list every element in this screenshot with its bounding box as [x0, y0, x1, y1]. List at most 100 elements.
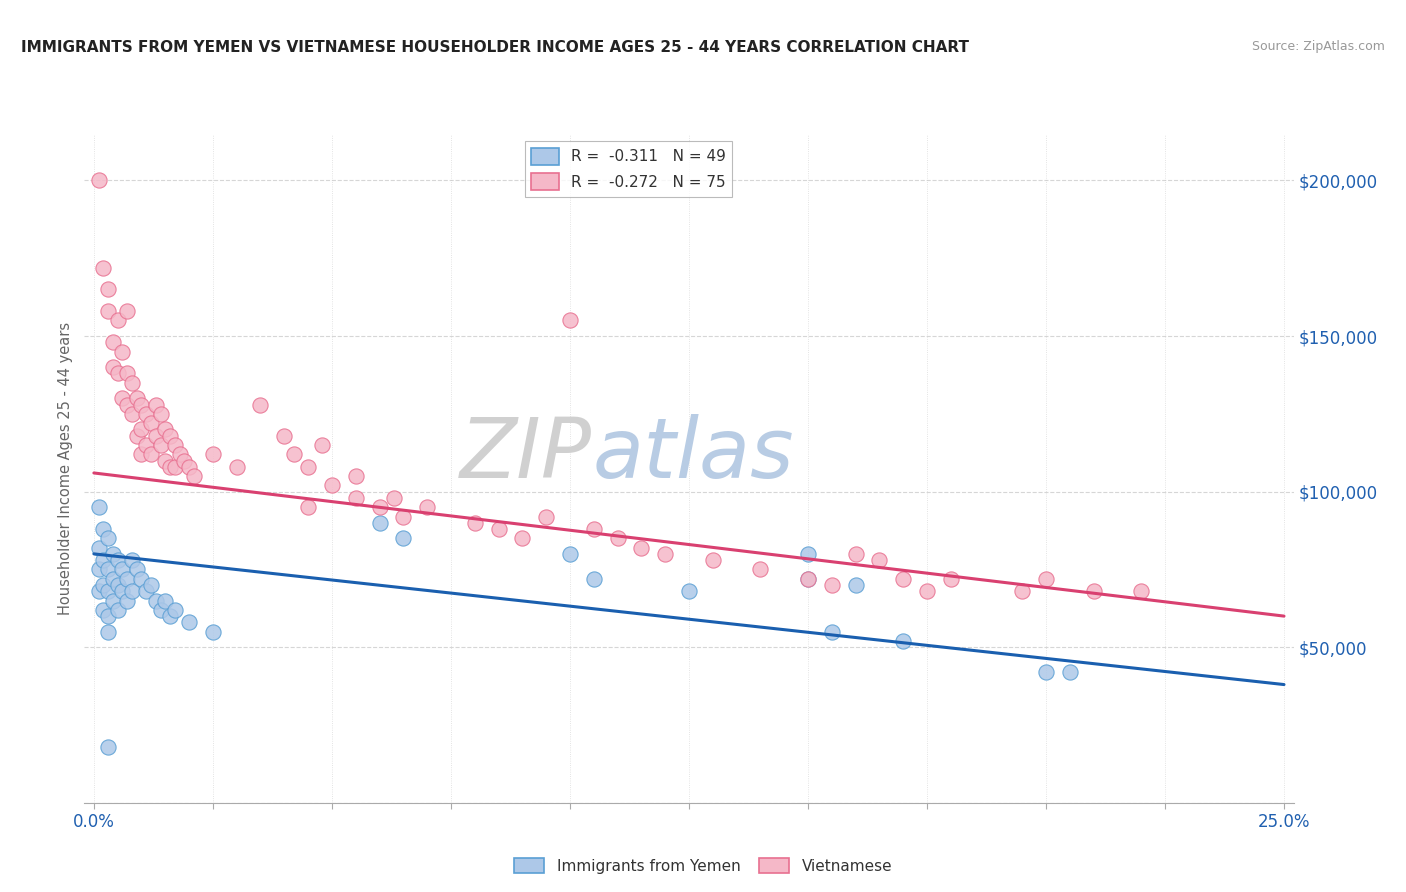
- Point: [135, 438, 157, 452]
- Point: [558, 313, 581, 327]
- Point: [891, 634, 914, 648]
- Point: [97, 282, 120, 296]
- Point: [125, 562, 148, 576]
- Point: [368, 500, 391, 515]
- Point: [131, 447, 153, 461]
- Point: [606, 531, 628, 545]
- Point: [87, 173, 110, 187]
- Point: [382, 491, 405, 505]
- Point: [97, 304, 120, 318]
- Point: [159, 609, 181, 624]
- Point: [368, 516, 391, 530]
- Point: [149, 603, 172, 617]
- Point: [1059, 665, 1081, 679]
- Point: [93, 260, 115, 275]
- Point: [97, 739, 120, 754]
- Point: [797, 547, 820, 561]
- Point: [139, 578, 162, 592]
- Point: [1011, 584, 1033, 599]
- Point: [344, 469, 367, 483]
- Point: [201, 447, 224, 461]
- Point: [392, 509, 415, 524]
- Text: ZIP: ZIP: [460, 415, 592, 495]
- Point: [93, 522, 115, 536]
- Text: Source: ZipAtlas.com: Source: ZipAtlas.com: [1251, 40, 1385, 54]
- Point: [821, 578, 844, 592]
- Point: [135, 584, 157, 599]
- Point: [416, 500, 439, 515]
- Point: [939, 572, 962, 586]
- Point: [1083, 584, 1105, 599]
- Point: [111, 392, 134, 406]
- Point: [283, 447, 305, 461]
- Point: [107, 313, 129, 327]
- Point: [101, 593, 124, 607]
- Point: [87, 541, 110, 555]
- Point: [297, 459, 319, 474]
- Point: [97, 562, 120, 576]
- Point: [87, 562, 110, 576]
- Point: [97, 609, 120, 624]
- Text: atlas: atlas: [592, 415, 794, 495]
- Point: [115, 572, 138, 586]
- Point: [101, 572, 124, 586]
- Point: [149, 407, 172, 421]
- Point: [1035, 665, 1057, 679]
- Point: [155, 453, 177, 467]
- Point: [630, 541, 652, 555]
- Point: [1130, 584, 1153, 599]
- Point: [464, 516, 486, 530]
- Point: [121, 376, 143, 390]
- Point: [131, 422, 153, 436]
- Point: [145, 397, 167, 411]
- Point: [121, 584, 143, 599]
- Point: [159, 459, 181, 474]
- Point: [177, 459, 200, 474]
- Point: [93, 603, 115, 617]
- Point: [582, 522, 605, 536]
- Text: IMMIGRANTS FROM YEMEN VS VIETNAMESE HOUSEHOLDER INCOME AGES 25 - 44 YEARS CORREL: IMMIGRANTS FROM YEMEN VS VIETNAMESE HOUS…: [21, 40, 969, 55]
- Point: [115, 397, 138, 411]
- Point: [131, 572, 153, 586]
- Point: [558, 547, 581, 561]
- Point: [159, 428, 181, 442]
- Point: [201, 624, 224, 639]
- Point: [344, 491, 367, 505]
- Point: [311, 438, 333, 452]
- Point: [654, 547, 676, 561]
- Point: [97, 531, 120, 545]
- Point: [392, 531, 415, 545]
- Point: [145, 428, 167, 442]
- Point: [797, 572, 820, 586]
- Point: [749, 562, 772, 576]
- Point: [534, 509, 557, 524]
- Point: [135, 407, 157, 421]
- Point: [107, 603, 129, 617]
- Point: [868, 553, 890, 567]
- Point: [488, 522, 510, 536]
- Point: [169, 447, 191, 461]
- Point: [173, 453, 195, 467]
- Point: [702, 553, 724, 567]
- Point: [125, 392, 148, 406]
- Point: [163, 438, 186, 452]
- Point: [163, 459, 186, 474]
- Point: [121, 407, 143, 421]
- Point: [131, 397, 153, 411]
- Point: [915, 584, 938, 599]
- Point: [101, 547, 124, 561]
- Point: [115, 304, 138, 318]
- Point: [101, 335, 124, 350]
- Point: [111, 562, 134, 576]
- Point: [107, 578, 129, 592]
- Point: [155, 593, 177, 607]
- Point: [97, 624, 120, 639]
- Point: [87, 500, 110, 515]
- Point: [93, 553, 115, 567]
- Point: [87, 584, 110, 599]
- Point: [891, 572, 914, 586]
- Point: [1035, 572, 1057, 586]
- Point: [249, 397, 271, 411]
- Point: [510, 531, 533, 545]
- Point: [145, 593, 167, 607]
